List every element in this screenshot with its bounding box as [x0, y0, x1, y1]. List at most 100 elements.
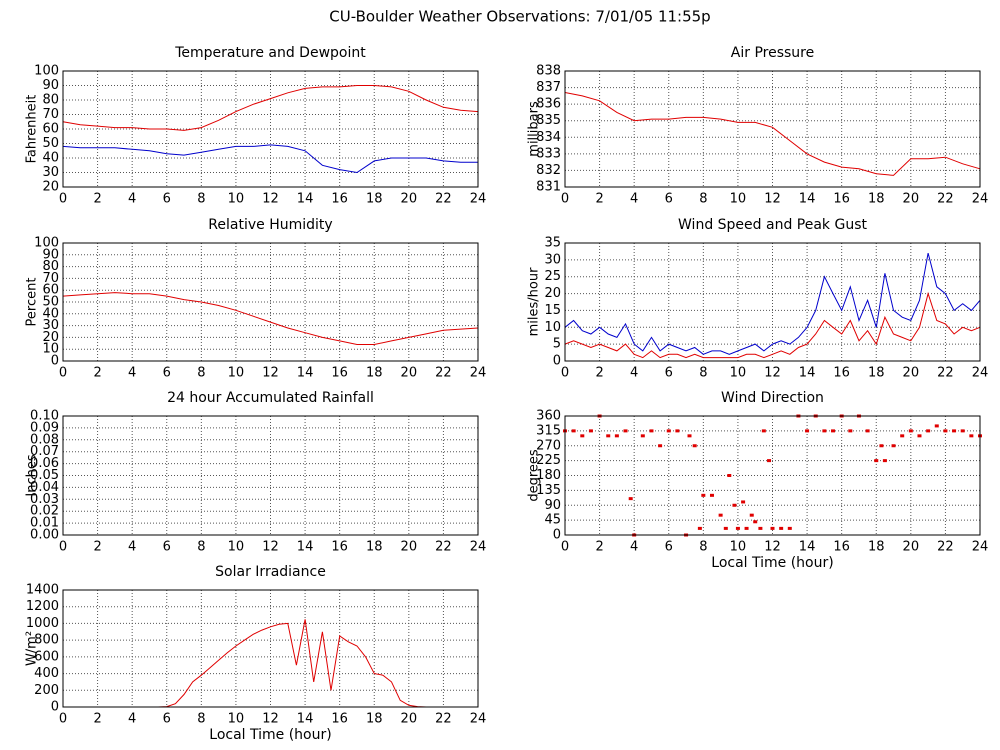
y-tick-label: 30 — [42, 165, 59, 180]
data-point — [758, 526, 763, 530]
y-tick-label: 200 — [34, 683, 59, 698]
x-tick-label: 0 — [561, 366, 569, 381]
plot-frame — [62, 415, 479, 536]
x-tick-label: 16 — [833, 540, 850, 555]
y-tick-label: 1200 — [26, 599, 59, 614]
x-tick-label: 10 — [228, 712, 245, 727]
y-tick-label: 45 — [544, 513, 561, 528]
x-tick-label: 6 — [665, 540, 673, 555]
data-point — [865, 429, 870, 433]
panel-title: Air Pressure — [731, 45, 814, 61]
y-tick-label: 400 — [34, 666, 59, 681]
x-tick-label: 4 — [128, 540, 136, 555]
x-tick-label: 14 — [297, 540, 314, 555]
panel-title: Wind Speed and Peak Gust — [678, 217, 867, 233]
x-tick-label: 10 — [228, 366, 245, 381]
data-point — [580, 434, 585, 438]
x-tick-label: 14 — [799, 192, 816, 207]
x-tick-label: 18 — [868, 540, 885, 555]
y-tick-label: 20 — [42, 180, 59, 195]
panel: Air Pressuremillibars8318328338348358368… — [527, 45, 989, 207]
data-point — [900, 434, 905, 438]
x-tick-label: 24 — [972, 540, 989, 555]
panel-title: Wind Direction — [721, 390, 824, 406]
y-tick-label: 60 — [42, 283, 59, 298]
y-tick-label: 80 — [42, 259, 59, 274]
data-point — [767, 459, 772, 463]
x-tick-label: 2 — [595, 192, 603, 207]
x-tick-label: 8 — [699, 540, 707, 555]
x-tick-label: 12 — [262, 192, 279, 207]
y-tick-label: 836 — [536, 97, 561, 112]
data-point — [917, 434, 922, 438]
y-tick-label: 25 — [544, 269, 561, 284]
y-tick-label: 80 — [42, 93, 59, 108]
data-line — [564, 252, 981, 355]
x-tick-label: 0 — [59, 540, 67, 555]
x-tick-label: 8 — [197, 192, 205, 207]
y-tick-label: 0 — [51, 354, 59, 369]
y-tick-label: 600 — [34, 649, 59, 664]
x-tick-label: 0 — [561, 192, 569, 207]
x-tick-label: 22 — [937, 366, 954, 381]
x-tick-label: 16 — [833, 366, 850, 381]
x-tick-label: 10 — [730, 366, 747, 381]
panel: Temperature and DewpointFahrenheit203040… — [25, 45, 487, 207]
data-point — [753, 520, 758, 524]
data-point — [960, 429, 965, 433]
x-tick-label: 18 — [366, 366, 383, 381]
y-tick-label: 0.06 — [30, 456, 59, 471]
data-point — [623, 429, 628, 433]
y-tick-label: 1400 — [26, 583, 59, 598]
y-tick-label: 0.07 — [30, 444, 59, 459]
data-point — [701, 493, 706, 497]
data-line — [564, 291, 981, 359]
data-point — [882, 459, 887, 463]
data-point — [606, 434, 611, 438]
y-tick-label: 270 — [536, 438, 561, 453]
x-tick-label: 22 — [435, 366, 452, 381]
x-tick-label: 12 — [764, 540, 781, 555]
y-axis-label: Inches — [25, 454, 40, 496]
data-point — [934, 424, 939, 428]
data-line — [62, 85, 479, 131]
data-point — [741, 500, 746, 504]
y-tick-label: 10 — [42, 342, 59, 357]
y-tick-label: 30 — [42, 318, 59, 333]
y-tick-label: 35 — [544, 236, 561, 251]
x-tick-label: 2 — [93, 366, 101, 381]
data-point — [805, 429, 810, 433]
data-line — [62, 144, 478, 174]
data-point — [831, 429, 836, 433]
data-point — [749, 513, 754, 517]
y-tick-label: 30 — [544, 252, 561, 267]
x-tick-label: 20 — [401, 192, 418, 207]
panel-title: 24 hour Accumulated Rainfall — [167, 390, 374, 406]
data-point — [640, 434, 645, 438]
y-tick-label: 40 — [42, 151, 59, 166]
y-tick-label: 100 — [34, 64, 59, 79]
x-tick-label: 4 — [128, 712, 136, 727]
y-tick-label: 315 — [536, 423, 561, 438]
y-tick-label: 0 — [51, 700, 59, 715]
x-tick-label: 18 — [366, 192, 383, 207]
x-tick-label: 12 — [262, 366, 279, 381]
data-point — [571, 429, 576, 433]
data-point — [658, 444, 663, 448]
x-tick-label: 6 — [163, 192, 171, 207]
y-tick-label: 20 — [42, 330, 59, 345]
x-tick-label: 14 — [799, 366, 816, 381]
x-tick-label: 22 — [435, 192, 452, 207]
data-point — [848, 429, 853, 433]
data-point — [744, 526, 749, 530]
y-tick-label: 835 — [536, 113, 561, 128]
figure-title: CU-Boulder Weather Observations: 7/01/05… — [329, 8, 710, 26]
y-tick-label: 360 — [536, 409, 561, 424]
x-tick-label: 2 — [93, 712, 101, 727]
y-tick-label: 90 — [544, 498, 561, 513]
y-tick-label: 0.09 — [30, 420, 59, 435]
x-tick-label: 10 — [228, 192, 245, 207]
y-tick-label: 70 — [42, 107, 59, 122]
y-tick-label: 833 — [536, 146, 561, 161]
